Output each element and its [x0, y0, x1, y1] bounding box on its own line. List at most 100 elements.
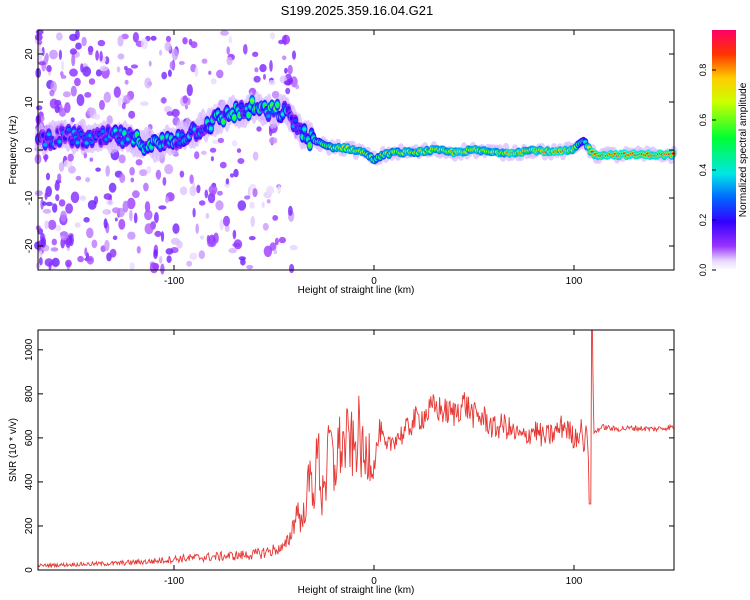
noise-blob	[65, 203, 73, 214]
noise-blob	[122, 200, 129, 213]
noise-blob	[99, 65, 109, 72]
noise-blob	[164, 164, 174, 175]
noise-blob	[58, 199, 66, 207]
noise-blob	[40, 237, 47, 248]
noise-blob	[34, 33, 43, 41]
noise-blob	[127, 231, 136, 240]
noise-blob	[228, 247, 237, 254]
noise-blob	[38, 250, 43, 258]
y-tick-label: 600	[24, 429, 35, 446]
noise-blob	[198, 200, 206, 206]
noise-blob	[179, 170, 185, 178]
colorbar-ticks: 0.0 0.2 0.4 0.6 0.8	[698, 64, 716, 276]
noise-blob	[143, 182, 149, 192]
noise-blob	[129, 166, 135, 176]
noise-blob	[76, 94, 85, 106]
spectrogram-heatmap	[34, 29, 678, 275]
ridge-core	[113, 128, 118, 133]
noise-blob	[51, 257, 60, 267]
noise-blob	[106, 199, 114, 206]
noise-blob	[74, 77, 81, 87]
noise-blob	[75, 175, 82, 181]
noise-blob	[252, 51, 259, 57]
noise-blob	[113, 86, 121, 98]
noise-blob	[182, 37, 188, 45]
noise-blob	[171, 48, 179, 61]
noise-blob	[38, 61, 46, 66]
noise-blob	[160, 97, 167, 104]
y-tick-label: -20	[24, 238, 35, 253]
noise-blob	[103, 218, 108, 229]
ridge-core	[70, 140, 75, 145]
noise-blob	[166, 111, 174, 116]
ridge-core	[79, 132, 84, 136]
noise-blob	[179, 186, 188, 196]
noise-blob	[87, 45, 94, 54]
noise-blob	[144, 223, 154, 235]
noise-blob	[49, 89, 55, 97]
noise-blob	[82, 66, 92, 77]
noise-blob	[114, 217, 118, 222]
noise-blob	[266, 185, 275, 195]
ridge-core	[149, 145, 154, 149]
noise-blob	[292, 50, 296, 60]
noise-blob	[140, 101, 149, 106]
ridge-core	[57, 139, 62, 144]
noise-blob	[124, 79, 129, 85]
noise-blob	[58, 49, 63, 60]
noise-blob	[160, 231, 165, 242]
noise-blob	[231, 140, 238, 147]
noise-blob	[118, 218, 126, 230]
noise-blob	[95, 69, 102, 77]
noise-blob	[95, 167, 101, 172]
noise-blob	[153, 249, 158, 259]
colorbar-gradient	[712, 30, 736, 270]
noise-blob	[129, 262, 135, 271]
noise-blob	[219, 161, 227, 169]
noise-blob	[65, 237, 71, 248]
noise-blob	[50, 247, 59, 252]
y-tick-label: 10	[24, 96, 35, 108]
noise-blob	[117, 35, 124, 47]
noise-blob	[42, 208, 52, 214]
snr-x-label: Height of straight line (km)	[298, 585, 415, 596]
noise-blob	[34, 190, 43, 197]
noise-blob	[83, 217, 90, 223]
noise-blob	[160, 263, 165, 275]
noise-blob	[262, 222, 269, 231]
noise-blob	[154, 212, 159, 224]
noise-blob	[186, 84, 193, 97]
noise-blob	[185, 104, 188, 110]
noise-blob	[67, 153, 74, 162]
noise-blob	[169, 61, 176, 70]
spectrogram-x-axis: -100 0 100	[164, 30, 583, 287]
noise-blob	[68, 165, 76, 174]
noise-blob	[117, 53, 125, 60]
noise-blob	[144, 209, 153, 221]
noise-blob	[288, 205, 293, 216]
ridge-core	[43, 143, 48, 147]
noise-blob	[164, 41, 172, 52]
noise-blob	[198, 250, 205, 260]
noise-blob	[199, 235, 205, 240]
noise-blob	[49, 98, 59, 109]
noise-blob	[269, 60, 273, 72]
noise-blob	[210, 78, 217, 85]
noise-blob	[55, 224, 62, 232]
noise-blob	[200, 150, 207, 155]
noise-blob	[192, 207, 196, 218]
ridge-core	[135, 132, 139, 137]
noise-blob	[77, 255, 84, 263]
noise-blob	[80, 63, 84, 73]
ridge-core	[302, 127, 307, 131]
noise-blob	[165, 35, 172, 43]
noise-blob	[271, 90, 280, 99]
noise-blob	[146, 166, 152, 174]
ridge-core	[160, 135, 165, 140]
y-tick-label: -10	[24, 190, 35, 205]
noise-blob	[261, 201, 265, 208]
noise-blob	[79, 195, 86, 201]
snr-chart: -100 0 100 0 200 400 600 800 1000 Height of str…	[8, 329, 675, 596]
noise-blob	[253, 75, 261, 83]
